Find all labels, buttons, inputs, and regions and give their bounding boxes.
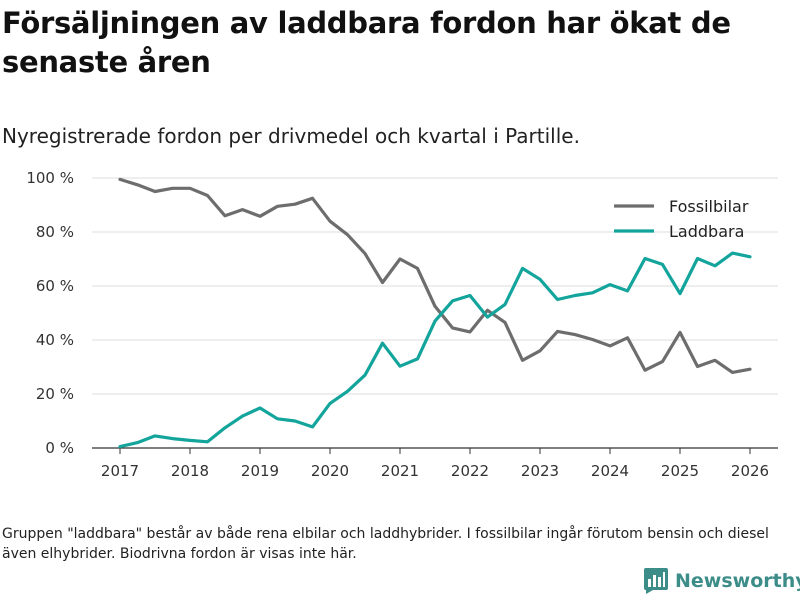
y-tick-label: 0 % <box>45 439 74 457</box>
newsworthy-logo-icon <box>644 568 668 594</box>
y-tick-label: 20 % <box>36 385 74 403</box>
x-tick-label: 2024 <box>591 462 629 480</box>
legend-label: Laddbara <box>669 222 744 241</box>
y-tick-label: 60 % <box>36 277 74 295</box>
brand-logo: Newsworthy <box>644 568 800 594</box>
x-tick-label: 2018 <box>171 462 209 480</box>
x-tick-label: 2022 <box>451 462 489 480</box>
x-tick-label: 2019 <box>241 462 279 480</box>
series-line-laddbara <box>118 251 752 449</box>
x-tick-label: 2026 <box>731 462 769 480</box>
chart-title: Försäljningen av laddbara fordon har öka… <box>2 6 731 79</box>
x-tick-label: 2017 <box>101 462 139 480</box>
x-tick-label: 2025 <box>661 462 699 480</box>
footnote: Gruppen "laddbara" består av både rena e… <box>2 526 769 562</box>
legend-label: Fossilbilar <box>669 197 749 216</box>
y-tick-label: 100 % <box>26 169 74 187</box>
chart-subtitle: Nyregistrerade fordon per drivmedel och … <box>2 124 580 148</box>
brand-name: Newsworthy <box>675 570 800 592</box>
x-tick-label: 2021 <box>381 462 419 480</box>
x-tick-label: 2023 <box>521 462 559 480</box>
y-tick-label: 40 % <box>36 331 74 349</box>
line-chart: 0 % 20 % 40 % 60 % 80 % 100 % 2017 2018 2019 2020… <box>26 169 778 480</box>
y-tick-label: 80 % <box>36 223 74 241</box>
series-line-fossilbilar <box>118 177 752 374</box>
x-tick-label: 2020 <box>311 462 349 480</box>
